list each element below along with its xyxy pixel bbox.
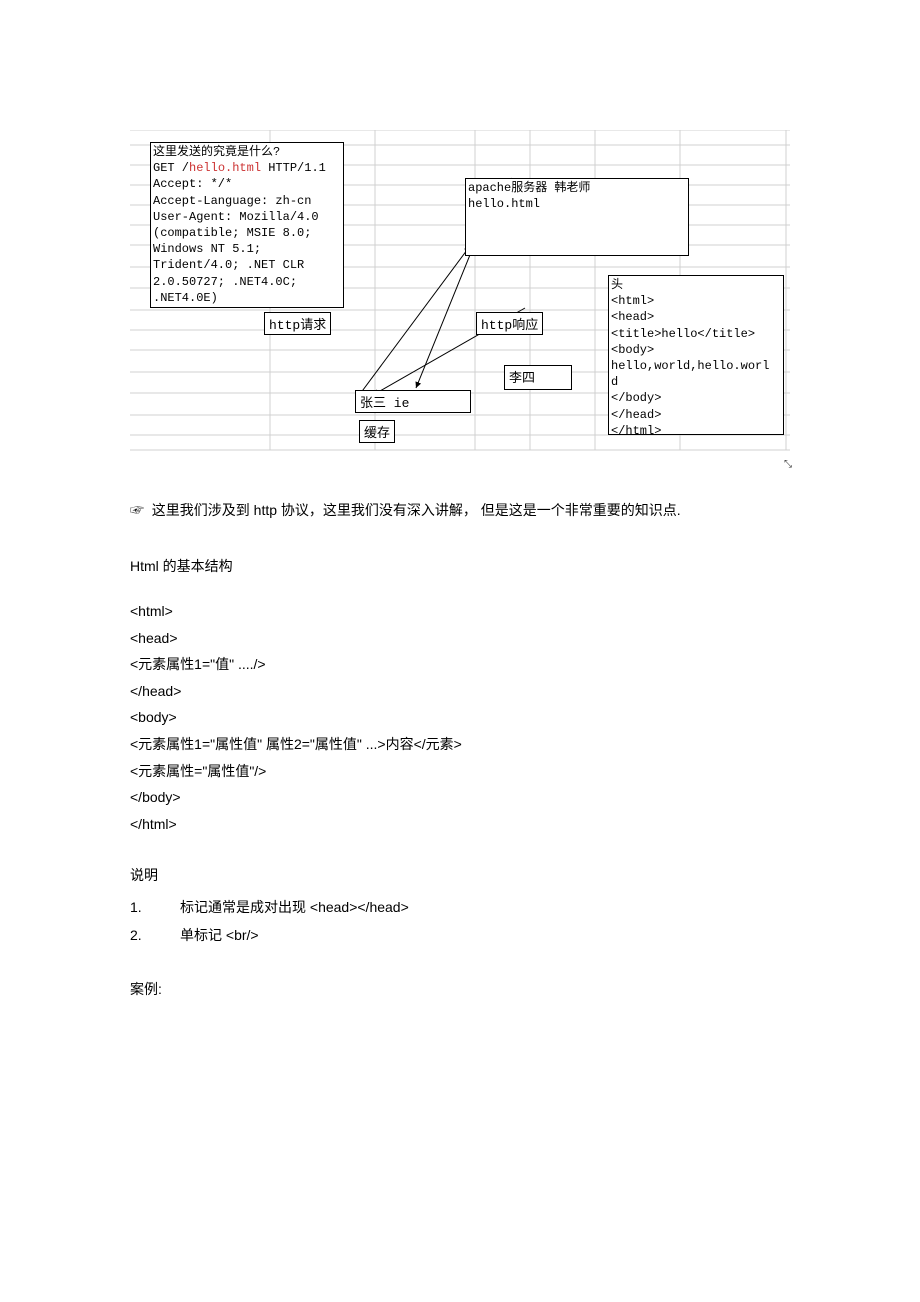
code-l3: </head> <box>130 678 790 705</box>
code-l8: </html> <box>130 811 790 838</box>
server-l2: hello.html <box>468 197 540 211</box>
section-title: Html 的基本结构 <box>130 552 790 580</box>
response-text: 头 <html> <head> <title>hello</title> <bo… <box>611 278 769 435</box>
code-l5: <元素属性1="属性值" 属性2="属性值" ...>内容</元素> <box>130 731 790 758</box>
code-l6: <元素属性="属性值"/> <box>130 758 790 785</box>
code-l4: <body> <box>130 704 790 731</box>
request-box: 这里发送的究竟是什么? GET /hello.html HTTP/1.1 Acc… <box>150 142 344 308</box>
request-l1b: HTTP/1.1 <box>261 161 326 175</box>
label-http-request: http请求 <box>264 312 331 335</box>
html-structure-code: <html> <head> <元素属性1="值" ..../> </head> … <box>130 598 790 837</box>
label-http-response: http响应 <box>476 312 543 335</box>
note-text: 这里我们涉及到 http 协议，这里我们没有深入讲解， 但是这是一个非常重要的知… <box>152 502 681 518</box>
list-num-2: 2. <box>130 921 180 949</box>
request-rest: Accept: */* Accept-Language: zh-cn User-… <box>153 177 319 304</box>
document-body: ☞ 这里我们涉及到 http 协议，这里我们没有深入讲解， 但是这是一个非常重要… <box>130 496 790 1003</box>
note-line: ☞ 这里我们涉及到 http 协议，这里我们没有深入讲解， 但是这是一个非常重要… <box>130 496 790 524</box>
code-l2: <元素属性1="值" ..../> <box>130 651 790 678</box>
label-zhangsan: 张三 ie <box>355 390 471 413</box>
notes-list: 1. 标记通常是成对出现 <head></head> 2. 单标记 <br/> <box>130 893 790 949</box>
http-diagram: 这里发送的究竟是什么? GET /hello.html HTTP/1.1 Acc… <box>130 130 790 466</box>
list-text-2: 单标记 <br/> <box>180 921 259 949</box>
server-l1: apache服务器 韩老师 <box>468 181 590 195</box>
response-box: 头 <html> <head> <title>hello</title> <bo… <box>608 275 784 435</box>
shuoming-heading: 说明 <box>130 861 790 889</box>
label-lisi: 李四 <box>504 365 572 390</box>
code-l1: <head> <box>130 625 790 652</box>
code-l0: <html> <box>130 598 790 625</box>
request-hello: hello.html <box>189 161 261 175</box>
list-num-1: 1. <box>130 893 180 921</box>
pointer-icon: ☞ <box>130 502 144 518</box>
request-title: 这里发送的究竟是什么? <box>153 145 280 159</box>
code-l7: </body> <box>130 784 790 811</box>
label-cache: 缓存 <box>359 420 395 443</box>
request-l1a: GET / <box>153 161 189 175</box>
server-box: apache服务器 韩老师 hello.html <box>465 178 689 256</box>
list-text-1: 标记通常是成对出现 <head></head> <box>180 893 409 921</box>
anli-heading: 案例: <box>130 975 790 1003</box>
